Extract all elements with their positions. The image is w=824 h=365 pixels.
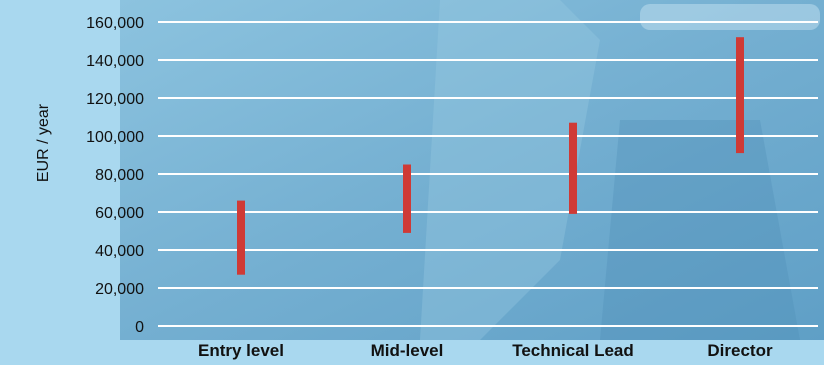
y-tick-label: 20,000: [95, 281, 144, 298]
y-tick-label: 100,000: [86, 129, 144, 146]
range-bar: [736, 37, 744, 154]
y-tick-label: 80,000: [95, 167, 144, 184]
x-axis-category-labels: Entry level Mid-level Technical Lead Direct…: [198, 341, 773, 360]
x-category-label: Technical Lead: [512, 341, 634, 360]
x-category-label: Entry level: [198, 341, 284, 360]
x-category-label: Director: [707, 341, 773, 360]
y-tick-label: 60,000: [95, 205, 144, 222]
y-tick-label: 40,000: [95, 243, 144, 260]
chart-photo-panel: [120, 0, 824, 340]
y-tick-label: 140,000: [86, 53, 144, 70]
y-tick-label: 0: [135, 319, 144, 336]
gridlines: [158, 21, 818, 327]
range-bar: [403, 164, 411, 233]
y-tick-label: 120,000: [86, 91, 144, 108]
y-axis-tick-labels: 0 20,000 40,000 60,000 80,000 100,000 120,000 1…: [86, 15, 144, 336]
range-bars: [237, 37, 744, 275]
y-axis-title: EUR / year: [35, 103, 52, 182]
background-decoration: [640, 4, 820, 30]
background-decoration: [420, 0, 600, 340]
range-bar: [237, 200, 245, 275]
range-bar: [569, 122, 577, 214]
x-category-label: Mid-level: [371, 341, 444, 360]
y-tick-label: 160,000: [86, 15, 144, 32]
